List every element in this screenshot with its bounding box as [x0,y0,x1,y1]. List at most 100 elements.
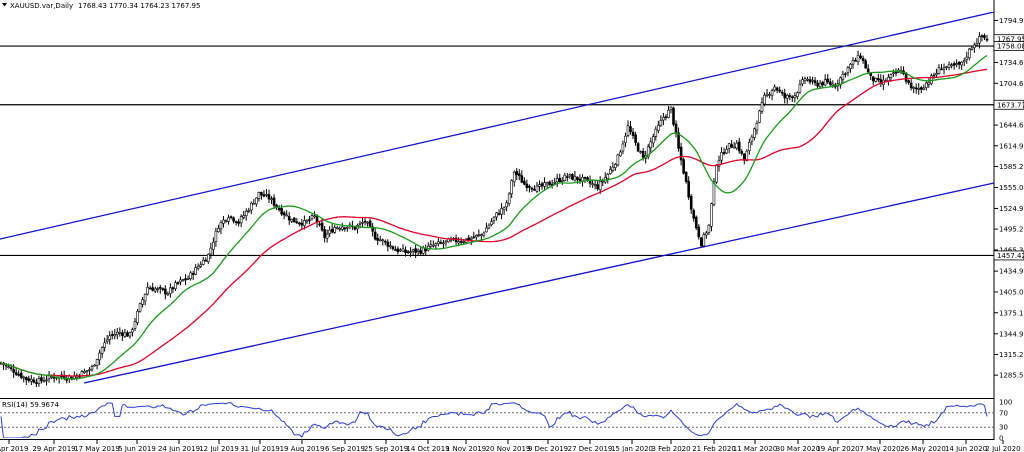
candle-body [19,372,23,378]
candle-body [333,227,337,233]
candle-body [864,60,867,69]
candle-body [745,150,749,161]
time-tick-label: 9 Dec 2019 [528,445,568,452]
candle-body [955,63,958,65]
candle-body [669,106,673,110]
candle-body [533,189,536,191]
candle-body [773,86,776,91]
candle-body [909,82,913,89]
price-label-text: 1767.95 [997,36,1024,44]
candle-body [32,379,36,383]
candle-body [808,79,812,83]
candle-body [444,240,448,243]
ma-slow-line[interactable] [0,68,988,377]
candle-body [978,36,981,44]
candles [0,32,989,388]
candle-body [935,73,938,76]
candle-body [540,183,544,187]
candle-body [439,242,443,244]
candle-body [535,185,539,192]
dropdown-arrow-icon[interactable] [2,3,7,7]
candle-body [386,241,390,247]
time-tick-label: 9 Apr 2019 [0,445,28,452]
candle-body [626,125,630,136]
candle-body [490,221,493,226]
time-tick-label: 25 Sep 2019 [364,445,408,452]
candle-body [477,234,481,236]
candle-body [894,71,898,74]
candle-body [791,96,794,99]
candle-body [763,94,766,105]
candle-body [300,222,304,226]
ma-fast-line[interactable] [0,54,988,380]
channel-lower-line[interactable] [83,182,994,384]
candle-body [113,334,117,337]
candle-body [507,193,511,204]
candle-body [414,248,417,253]
candle-body [247,210,251,212]
price-tick-label: 1524.90 [999,205,1024,213]
price-tick-label: 1644.60 [999,122,1024,130]
candle-body [204,259,208,262]
candle-body [874,78,878,82]
candle-body [866,68,870,73]
candle-body [27,378,31,382]
candle-body [553,182,556,184]
time-tick-label: 3 Feb 2020 [651,445,690,452]
price-tick-label: 1465.30 [999,246,1024,254]
candle-body [232,217,235,222]
price-tick-label: 1434.90 [999,268,1024,276]
candle-body [646,146,650,158]
candle-body [459,241,463,243]
price-tick-label: 1794.90 [999,17,1024,25]
price-tick-label: 1555.00 [999,184,1024,192]
candle-body [108,335,112,340]
candle-body [161,288,165,290]
candle-body [338,228,342,230]
rsi-line[interactable] [0,402,988,438]
candle-body [510,180,513,194]
candle-body [194,267,197,275]
candle-body [932,74,936,77]
price-tick-label: 1405.00 [999,288,1024,296]
candle-body [634,134,637,143]
candle-body [730,144,733,148]
candle-body [727,143,731,149]
candle-body [67,375,71,379]
candle-body [341,226,344,230]
candle-body [861,58,865,61]
price-tick-label: 1614.90 [999,142,1024,150]
rsi-label: RSI(14) 59.9674 [2,401,59,409]
candle-body [234,221,238,224]
candle-body [287,216,291,221]
candle-body [217,228,220,232]
candle-body [272,197,276,206]
candle-body [662,117,665,121]
candle-body [758,110,761,123]
candle-body [517,173,521,177]
candle-body [748,142,751,151]
candle-body [14,372,18,375]
candle-body [798,83,802,93]
candle-body [90,366,94,370]
candle-body [937,67,941,74]
candle-body [631,131,635,136]
candle-body [591,183,594,186]
candle-body [148,287,152,290]
candle-body [153,288,157,292]
channel-upper-line[interactable] [0,12,994,240]
candle-body [560,180,564,182]
candle-body [912,87,915,89]
candle-body [373,231,377,240]
candle-body [40,377,43,381]
chart-header: XAUUSD.var,Daily 1768.43 1770.34 1764.23… [2,2,200,10]
candle-body [118,332,122,334]
candle-body [169,287,172,294]
price-label-text: 1673.77 [997,101,1024,109]
candle-body [115,332,119,336]
candle-body [720,152,723,161]
candle-body [308,219,311,221]
candle-body [12,369,15,373]
